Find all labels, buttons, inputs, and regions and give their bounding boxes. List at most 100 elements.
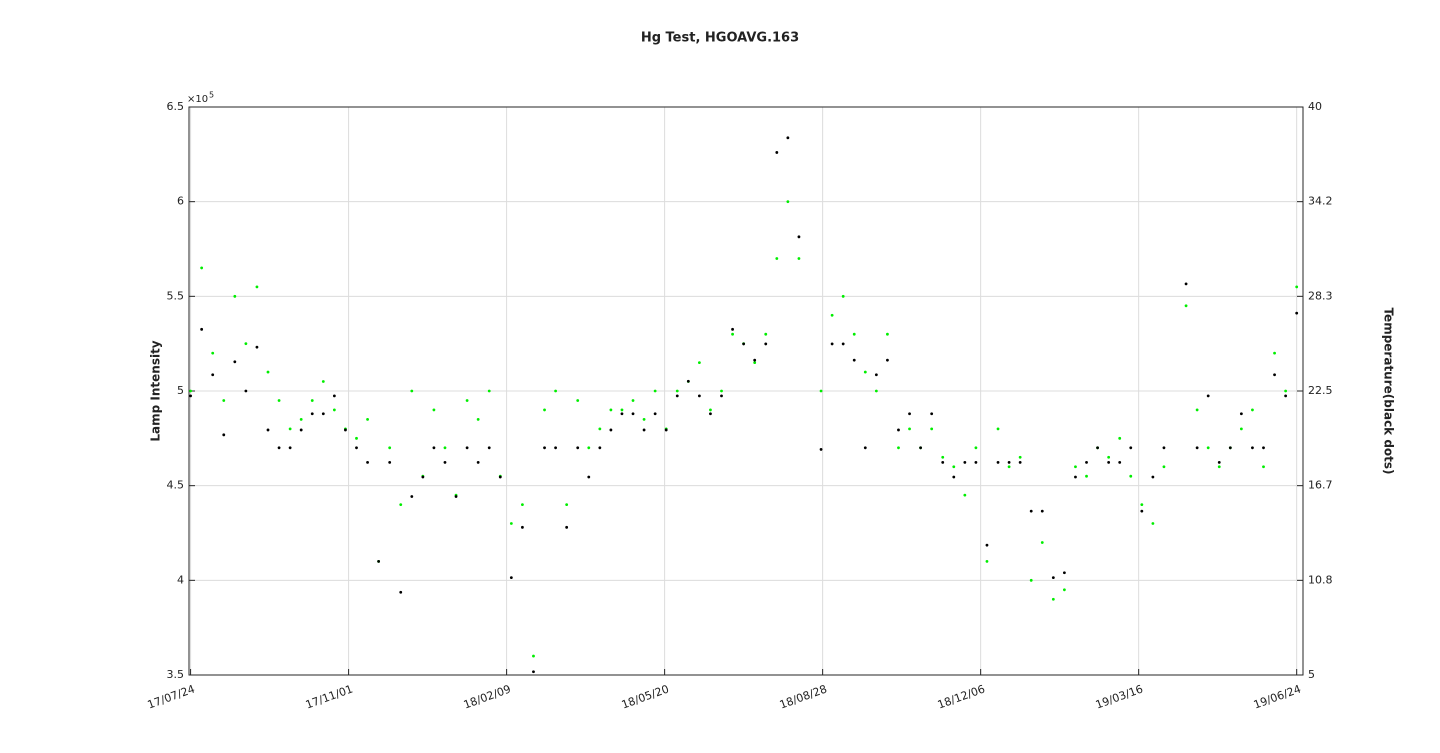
data-point	[388, 446, 392, 450]
data-point	[1195, 446, 1199, 450]
data-point	[886, 358, 889, 362]
data-point	[764, 332, 768, 336]
data-point	[1140, 509, 1144, 513]
data-point	[863, 370, 867, 374]
data-point	[1129, 446, 1133, 450]
data-point	[742, 342, 746, 346]
data-point	[775, 151, 779, 154]
y-tick-label: 4	[177, 573, 184, 586]
data-point	[1295, 311, 1299, 315]
data-point	[709, 408, 712, 412]
data-point	[399, 590, 403, 594]
data-point	[554, 446, 557, 450]
data-point	[974, 446, 978, 450]
data-point	[321, 380, 325, 383]
data-point	[686, 379, 690, 383]
data-point	[908, 427, 911, 431]
data-point	[1118, 461, 1122, 464]
data-point	[366, 418, 369, 421]
data-point	[720, 394, 723, 398]
y2-tick-label: 22.5	[1308, 384, 1333, 397]
data-point	[697, 394, 701, 398]
y2-tick-label: 34.2	[1308, 195, 1333, 208]
data-point	[543, 408, 546, 412]
data-point	[443, 446, 447, 450]
data-point	[344, 428, 347, 432]
data-point	[200, 266, 204, 270]
data-point	[1262, 465, 1265, 469]
data-point	[587, 475, 591, 479]
data-point	[299, 418, 303, 421]
y2-tick-label: 28.3	[1308, 289, 1333, 302]
data-point	[1228, 446, 1232, 450]
data-point	[930, 427, 934, 431]
data-point	[841, 342, 845, 346]
data-point	[919, 446, 923, 450]
data-point	[288, 427, 292, 431]
y-tick-label: 3.5	[167, 668, 185, 681]
data-point	[786, 136, 790, 140]
data-point	[388, 461, 392, 464]
data-point	[310, 399, 314, 402]
data-point	[1085, 474, 1088, 478]
data-point	[399, 503, 403, 506]
y-axis-label: Lamp Intensity	[149, 340, 163, 441]
data-point	[620, 412, 624, 416]
data-point	[1140, 503, 1144, 506]
y2-tick-label: 5	[1308, 668, 1315, 681]
data-point	[598, 446, 602, 450]
data-point	[952, 475, 956, 479]
data-point	[222, 399, 226, 402]
data-point	[985, 543, 989, 547]
data-point	[1129, 474, 1133, 478]
data-point	[874, 373, 878, 377]
data-point	[620, 408, 624, 412]
data-point	[897, 428, 900, 432]
data-point	[255, 285, 259, 289]
data-point	[863, 446, 867, 450]
data-point	[908, 412, 911, 416]
data-point	[1251, 408, 1254, 412]
data-point	[1151, 475, 1155, 479]
y2-axis-label: Temperature(black dots)	[1382, 307, 1396, 474]
data-point	[509, 522, 513, 525]
data-point	[1239, 412, 1243, 416]
data-point	[664, 428, 668, 432]
data-point	[675, 389, 679, 393]
data-point	[244, 342, 248, 346]
data-point	[211, 373, 215, 377]
data-point	[996, 461, 1000, 464]
data-point	[1029, 509, 1033, 513]
data-point	[1074, 475, 1077, 479]
data-point	[1018, 455, 1022, 459]
data-point	[310, 412, 314, 416]
data-point	[521, 525, 524, 529]
data-point	[609, 408, 613, 412]
data-point	[886, 332, 889, 336]
data-point	[941, 455, 945, 459]
data-point	[731, 327, 734, 331]
data-point	[974, 461, 978, 464]
data-point	[697, 361, 701, 364]
data-point	[1085, 461, 1088, 464]
data-point	[874, 389, 878, 393]
data-point	[1251, 446, 1254, 450]
data-point	[1040, 509, 1044, 513]
data-point	[731, 332, 734, 336]
data-point	[288, 446, 292, 450]
data-point	[255, 345, 259, 349]
data-point	[565, 503, 569, 506]
data-point	[786, 200, 790, 204]
data-point	[1239, 427, 1243, 431]
data-point	[233, 360, 237, 364]
data-point	[1096, 446, 1099, 450]
data-point	[189, 394, 192, 398]
data-point	[543, 446, 546, 450]
data-point	[1206, 446, 1210, 450]
data-point	[498, 475, 502, 479]
data-point	[1262, 446, 1265, 450]
y2-tick-label: 16.7	[1308, 479, 1333, 492]
data-point	[299, 428, 303, 432]
data-point	[631, 399, 635, 402]
